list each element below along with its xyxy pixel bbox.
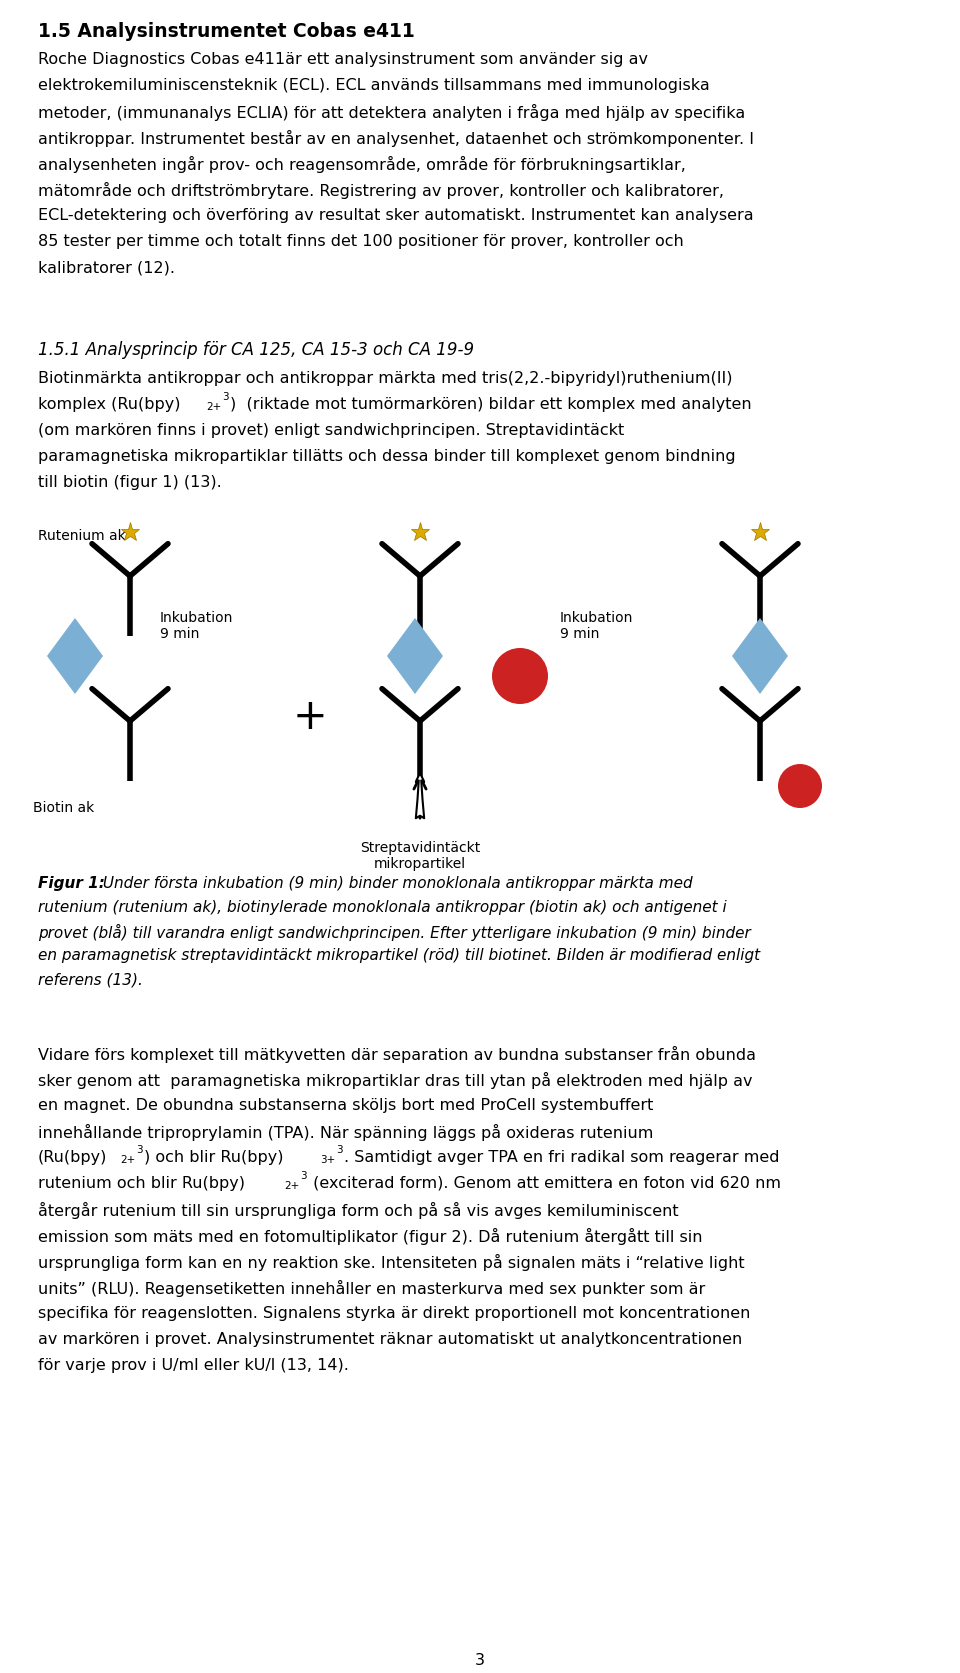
Text: 2+: 2+: [120, 1154, 135, 1164]
Text: Roche Diagnostics Cobas e411är ett analysinstrument som använder sig av: Roche Diagnostics Cobas e411är ett analy…: [38, 52, 648, 67]
Text: komplex (Ru(bpy): komplex (Ru(bpy): [38, 397, 180, 412]
Text: 3: 3: [222, 391, 228, 402]
Polygon shape: [387, 617, 443, 694]
Text: ) och blir Ru(bpy): ) och blir Ru(bpy): [144, 1149, 283, 1164]
Polygon shape: [47, 617, 103, 694]
Text: Inkubation
9 min: Inkubation 9 min: [160, 611, 233, 641]
Circle shape: [778, 765, 822, 808]
Text: rutenium (rutenium ak), biotinylerade monoklonala antikroppar (biotin ak) och an: rutenium (rutenium ak), biotinylerade mo…: [38, 900, 727, 915]
Text: 3+: 3+: [320, 1154, 335, 1164]
Text: 3: 3: [136, 1144, 143, 1154]
Text: sker genom att  paramagnetiska mikropartiklar dras till ytan på elektroden med h: sker genom att paramagnetiska mikroparti…: [38, 1072, 753, 1089]
Text: en magnet. De obundna substanserna sköljs bort med ProCell systembuffert: en magnet. De obundna substanserna skölj…: [38, 1097, 654, 1113]
Text: Streptavidintäckt
mikropartikel: Streptavidintäckt mikropartikel: [360, 842, 480, 872]
Circle shape: [492, 647, 548, 704]
Text: 2+: 2+: [206, 402, 221, 412]
Text: metoder, (immunanalys ECLIA) för att detektera analyten i fråga med hjälp av spe: metoder, (immunanalys ECLIA) för att det…: [38, 104, 745, 120]
Text: elektrokemiluminiscensteknik (ECL). ECL används tillsammans med immunologiska: elektrokemiluminiscensteknik (ECL). ECL …: [38, 79, 709, 94]
Text: Biotinmärkta antikroppar och antikroppar märkta med tris(2,2.-bipyridyl)rutheniu: Biotinmärkta antikroppar och antikroppar…: [38, 371, 732, 386]
Text: (om markören finns i provet) enligt sandwichprincipen. Streptavidintäckt: (om markören finns i provet) enligt sand…: [38, 423, 624, 438]
Text: referens (13).: referens (13).: [38, 972, 143, 987]
Text: ECL-detektering och överföring av resultat sker automatiskt. Instrumentet kan an: ECL-detektering och överföring av result…: [38, 207, 754, 223]
Text: 85 tester per timme och totalt finns det 100 positioner för prover, kontroller o: 85 tester per timme och totalt finns det…: [38, 234, 684, 249]
Text: av markören i provet. Analysinstrumentet räknar automatiskt ut analytkoncentrati: av markören i provet. Analysinstrumentet…: [38, 1332, 742, 1347]
Text: 2+: 2+: [284, 1181, 300, 1191]
Text: ursprungliga form kan en ny reaktion ske. Intensiteten på signalen mäts i “relat: ursprungliga form kan en ny reaktion ske…: [38, 1255, 745, 1271]
Text: analysenheten ingår prov- och reagensområde, område för förbrukningsartiklar,: analysenheten ingår prov- och reagensomr…: [38, 156, 685, 172]
Text: antikroppar. Instrumentet består av en analysenhet, dataenhet och strömkomponent: antikroppar. Instrumentet består av en a…: [38, 130, 754, 147]
Text: (exciterad form). Genom att emittera en foton vid 620 nm: (exciterad form). Genom att emittera en …: [308, 1176, 781, 1191]
Polygon shape: [732, 617, 788, 694]
Text: 3: 3: [336, 1144, 343, 1154]
Text: Figur 1:: Figur 1:: [38, 877, 105, 892]
Text: 3: 3: [475, 1653, 485, 1668]
Text: Under första inkubation (9 min) binder monoklonala antikroppar märkta med: Under första inkubation (9 min) binder m…: [98, 877, 692, 892]
Text: för varje prov i U/ml eller kU/l (13, 14).: för varje prov i U/ml eller kU/l (13, 14…: [38, 1358, 348, 1374]
Text: Inkubation
9 min: Inkubation 9 min: [560, 611, 634, 641]
Text: mätområde och driftströmbrytare. Registrering av prover, kontroller och kalibrat: mätområde och driftströmbrytare. Registr…: [38, 182, 724, 199]
Text: 1.5.1 Analysprincip för CA 125, CA 15-3 och CA 19-9: 1.5.1 Analysprincip för CA 125, CA 15-3 …: [38, 341, 474, 360]
Text: provet (blå) till varandra enligt sandwichprincipen. Efter ytterligare inkubatio: provet (blå) till varandra enligt sandwi…: [38, 923, 751, 940]
Text: till biotin (figur 1) (13).: till biotin (figur 1) (13).: [38, 475, 222, 490]
Text: 3: 3: [300, 1171, 306, 1181]
Text: specifika för reagenslotten. Signalens styrka är direkt proportionell mot koncen: specifika för reagenslotten. Signalens s…: [38, 1307, 751, 1322]
Text: rutenium och blir Ru(bpy): rutenium och blir Ru(bpy): [38, 1176, 245, 1191]
Text: paramagnetiska mikropartiklar tillätts och dessa binder till komplexet genom bin: paramagnetiska mikropartiklar tillätts o…: [38, 448, 735, 463]
Text: Biotin ak: Biotin ak: [33, 801, 94, 815]
Text: en paramagnetisk streptavidintäckt mikropartikel (röd) till biotinet. Bilden är : en paramagnetisk streptavidintäckt mikro…: [38, 949, 760, 964]
Text: Rutenium ak: Rutenium ak: [38, 529, 126, 544]
Text: 1.5 Analysinstrumentet Cobas e411: 1.5 Analysinstrumentet Cobas e411: [38, 22, 415, 42]
Text: emission som mäts med en fotomultiplikator (figur 2). Då rutenium återgått till : emission som mäts med en fotomultiplikat…: [38, 1228, 703, 1245]
Text: )  (riktade mot tumörmarkören) bildar ett komplex med analyten: ) (riktade mot tumörmarkören) bildar ett…: [230, 397, 752, 412]
Text: units” (RLU). Reagensetiketten innehåller en masterkurva med sex punkter som är: units” (RLU). Reagensetiketten innehålle…: [38, 1280, 706, 1297]
Text: innehållande triproprylamin (TPA). När spänning läggs på oxideras rutenium: innehållande triproprylamin (TPA). När s…: [38, 1124, 654, 1141]
Text: (Ru(bpy): (Ru(bpy): [38, 1149, 108, 1164]
Text: kalibratorer (12).: kalibratorer (12).: [38, 259, 175, 274]
Text: återgår rutenium till sin ursprungliga form och på så vis avges kemiluminiscent: återgår rutenium till sin ursprungliga f…: [38, 1201, 679, 1220]
Text: Vidare förs komplexet till mätkyvetten där separation av bundna substanser från : Vidare förs komplexet till mätkyvetten d…: [38, 1046, 756, 1062]
Text: . Samtidigt avger TPA en fri radikal som reagerar med: . Samtidigt avger TPA en fri radikal som…: [344, 1149, 780, 1164]
Text: +: +: [293, 696, 327, 738]
